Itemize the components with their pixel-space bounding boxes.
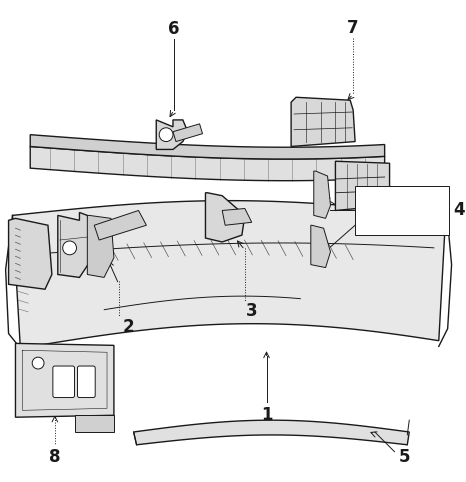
Polygon shape (173, 124, 203, 142)
Text: 4: 4 (453, 201, 465, 219)
Text: 2: 2 (123, 318, 135, 335)
Polygon shape (13, 201, 445, 348)
Polygon shape (291, 97, 355, 147)
Circle shape (159, 128, 173, 142)
Text: 8: 8 (49, 448, 61, 466)
Polygon shape (75, 415, 114, 432)
Polygon shape (314, 171, 330, 218)
Text: 3: 3 (246, 302, 258, 320)
Polygon shape (94, 211, 146, 240)
Polygon shape (58, 213, 94, 278)
Polygon shape (311, 225, 330, 268)
Polygon shape (87, 215, 114, 278)
Polygon shape (8, 218, 52, 289)
Polygon shape (336, 161, 390, 211)
Circle shape (63, 241, 76, 255)
Text: 5: 5 (398, 448, 410, 466)
Polygon shape (134, 420, 409, 445)
Text: 6: 6 (168, 20, 180, 39)
Polygon shape (222, 209, 252, 225)
Polygon shape (206, 193, 245, 242)
Polygon shape (15, 343, 114, 417)
Polygon shape (30, 134, 384, 159)
Bar (355, 186, 449, 235)
Circle shape (32, 357, 44, 369)
Text: 1: 1 (261, 406, 272, 424)
Polygon shape (156, 120, 188, 149)
FancyBboxPatch shape (77, 366, 95, 398)
FancyBboxPatch shape (53, 366, 75, 398)
Polygon shape (30, 147, 384, 181)
Text: 7: 7 (347, 19, 359, 37)
